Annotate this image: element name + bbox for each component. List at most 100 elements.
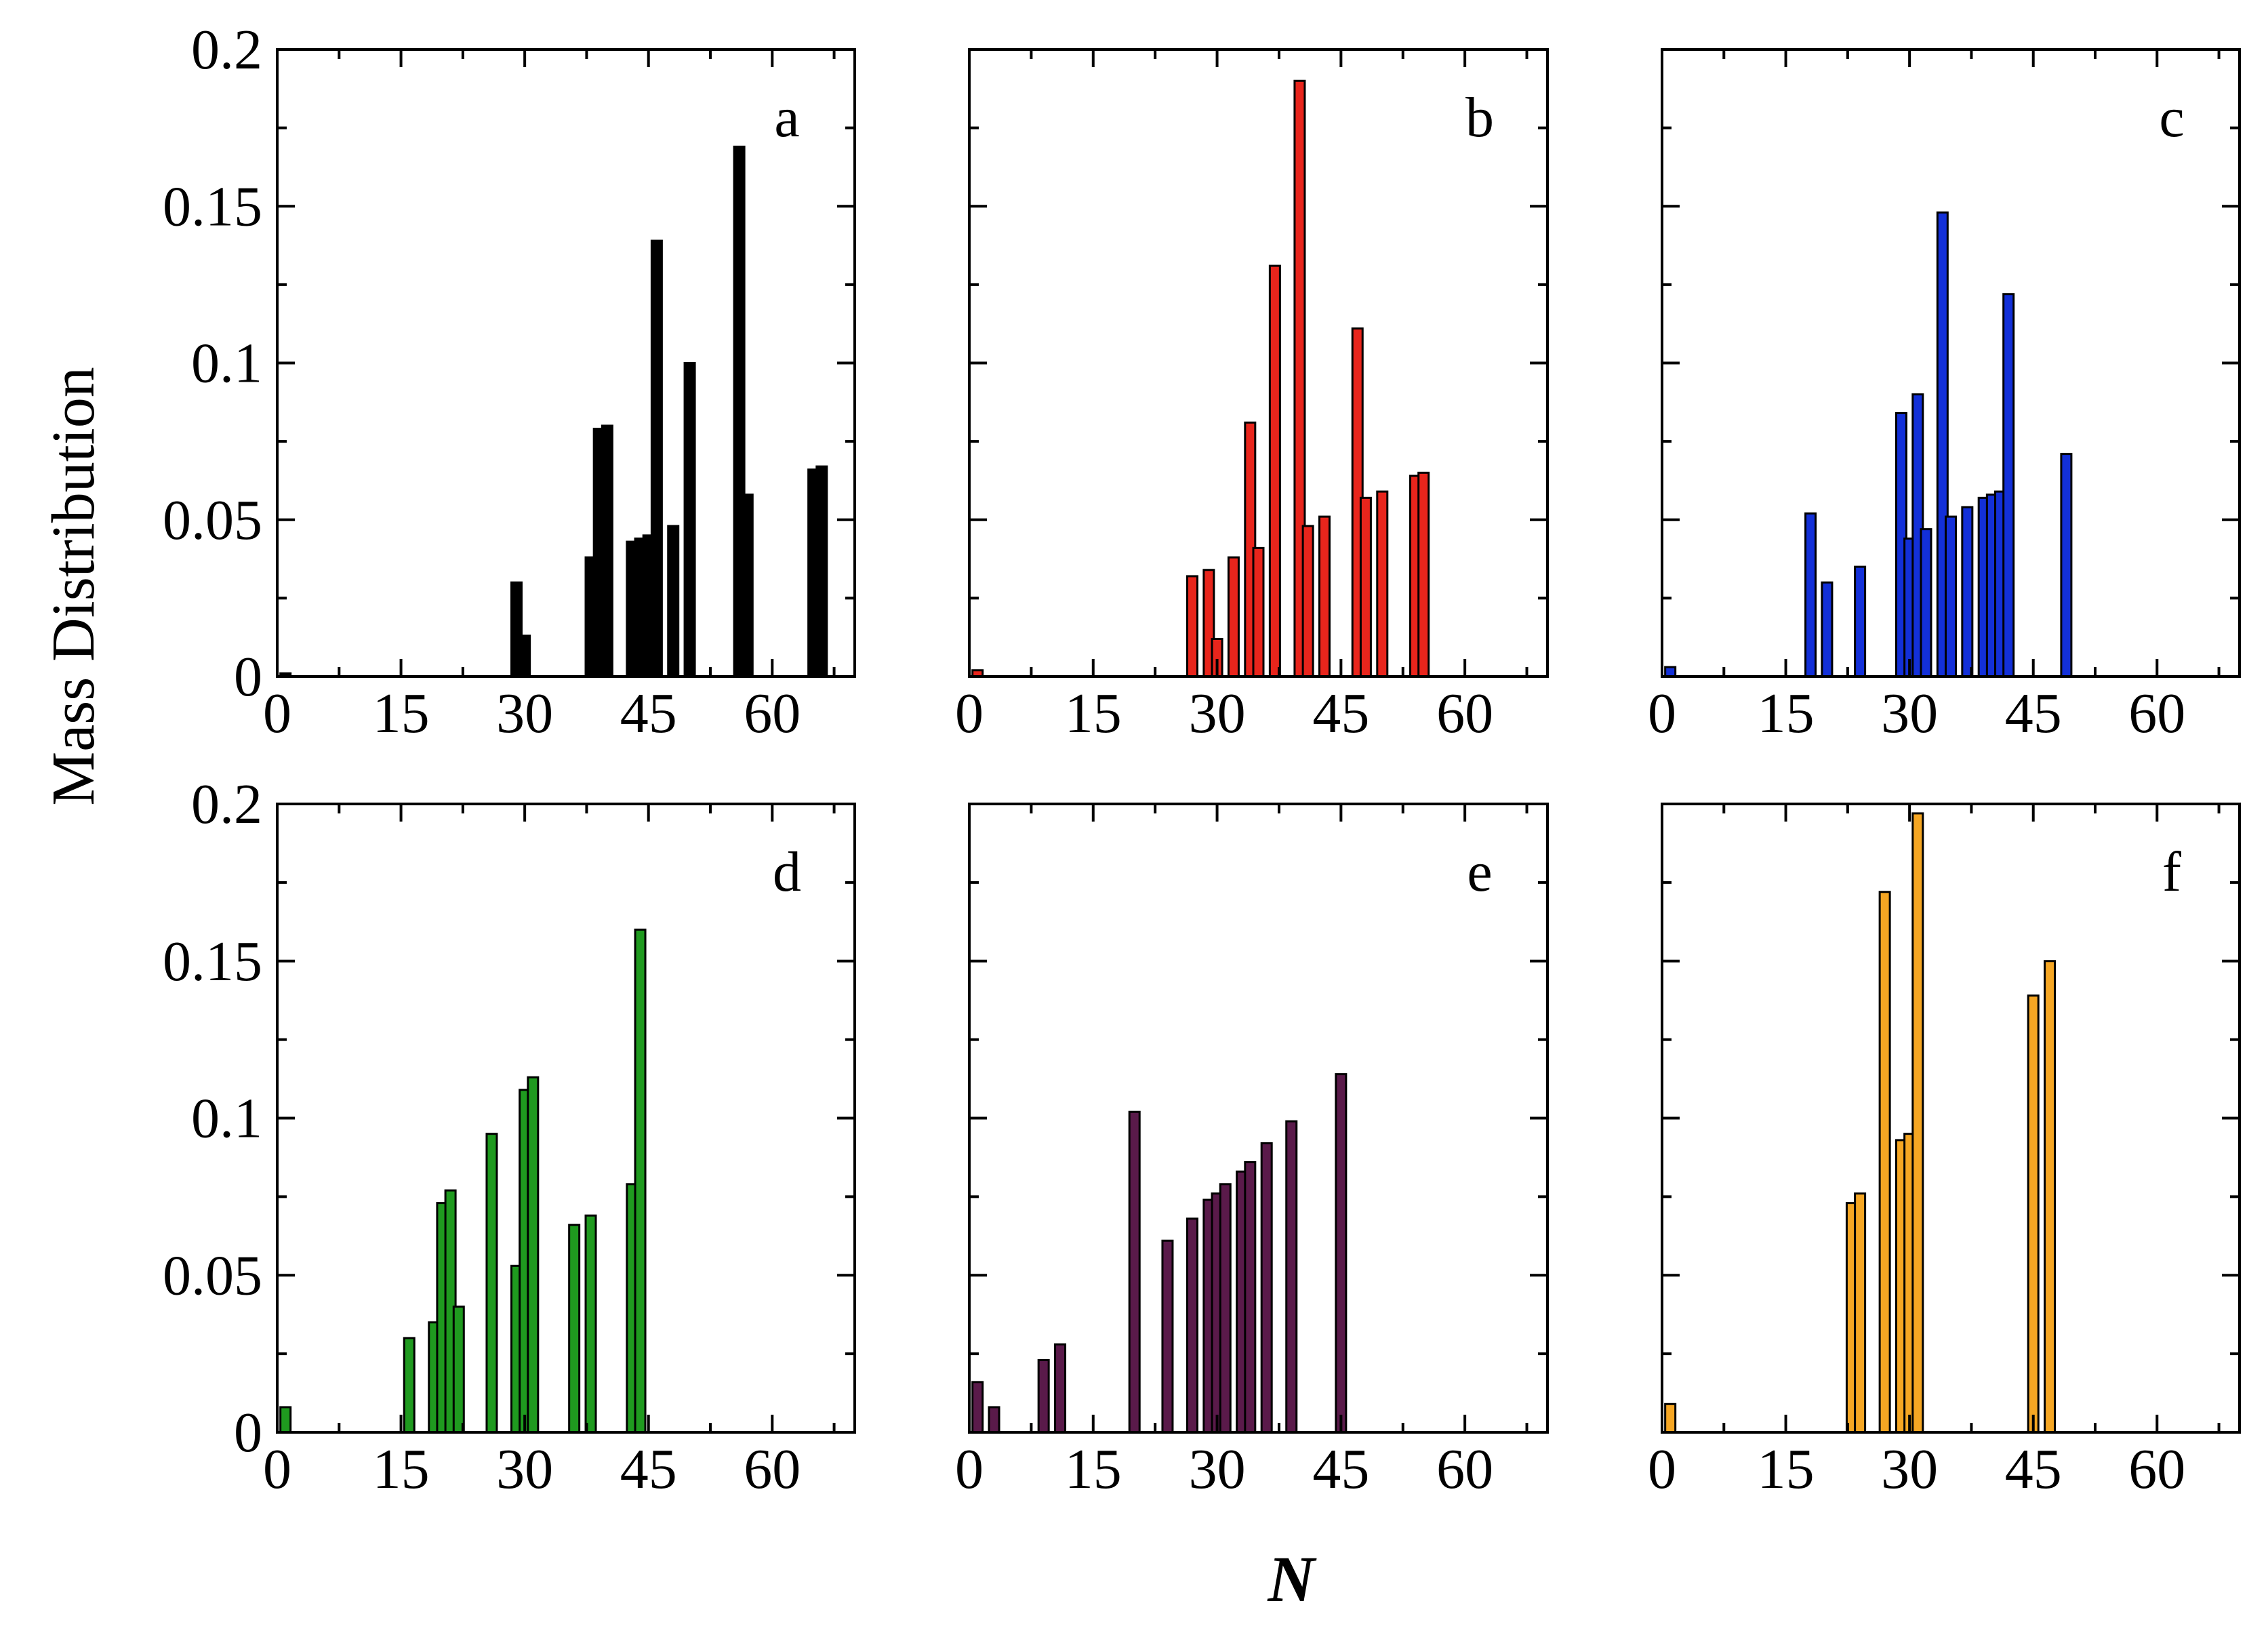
x-tick-label: 15 — [373, 1438, 430, 1501]
bar — [683, 362, 696, 678]
panel-f: 0 15 30 45 60 f — [1648, 803, 2241, 1501]
bar — [1260, 1142, 1273, 1434]
panel-label: e — [1467, 841, 1492, 904]
bar — [584, 1214, 597, 1434]
bar — [1186, 575, 1199, 678]
x-tick-label: 30 — [1189, 1438, 1246, 1501]
x-tick-label: 60 — [744, 1438, 801, 1501]
plot-frame — [1661, 803, 2241, 1434]
x-tick-label: 30 — [1881, 682, 1938, 745]
panel-d: 0 15 30 45 60 0 0.05 0.1 0.15 0.2 d — [163, 773, 856, 1501]
bar — [1244, 1160, 1257, 1434]
x-tick-label: 45 — [2005, 1438, 2062, 1501]
x-tick-label: 45 — [620, 1438, 677, 1501]
x-tick-label: 45 — [1312, 682, 1369, 745]
bar — [1252, 546, 1265, 678]
x-tick-label: 60 — [744, 682, 801, 745]
bar — [601, 424, 613, 678]
x-tick-label: 0 — [263, 682, 291, 745]
bar — [1945, 515, 1957, 678]
x-tick-label: 45 — [620, 682, 677, 745]
y-tick-label: 0.1 — [191, 332, 262, 395]
bar-series-d — [279, 928, 647, 1434]
y-tick-label: 0.15 — [163, 930, 262, 993]
x-tick-label: 30 — [1189, 682, 1246, 745]
bar — [279, 1406, 292, 1434]
bar — [815, 465, 828, 678]
x-tick-label: 15 — [373, 682, 430, 745]
bar — [1186, 1217, 1199, 1434]
x-tick-label: 15 — [1758, 1438, 1815, 1501]
plot-frame — [968, 803, 1549, 1434]
x-tick-label: 45 — [2005, 682, 2062, 745]
bar — [1417, 471, 1430, 678]
y-tick-label: 0.2 — [191, 18, 262, 81]
bar — [2044, 960, 2057, 1434]
x-tick-label: 0 — [955, 682, 984, 745]
bar — [485, 1133, 498, 1434]
bar — [1268, 264, 1281, 678]
panel-c: 0 15 30 45 60 c — [1648, 48, 2241, 745]
plot-frame — [276, 803, 856, 1434]
bar — [971, 1381, 984, 1434]
bar — [1878, 891, 1891, 1434]
x-tick-label: 45 — [1312, 1438, 1369, 1501]
x-tick-label: 30 — [496, 1438, 553, 1501]
x-tick-label: 30 — [1881, 1438, 1938, 1501]
bar — [650, 239, 663, 678]
panel-label: f — [2162, 841, 2181, 904]
y-tick-label: 0.1 — [191, 1087, 262, 1150]
panel-b: 0 15 30 45 60 b — [955, 48, 1549, 745]
x-tick-label: 0 — [1648, 682, 1676, 745]
bar — [667, 525, 680, 678]
bar — [1285, 1120, 1298, 1434]
y-tick-label: 0.2 — [191, 773, 262, 836]
bar — [1318, 515, 1331, 678]
y-tick-label: 0.15 — [163, 175, 262, 238]
bar — [527, 1076, 540, 1434]
bar — [1219, 1183, 1232, 1434]
x-tick-label: 60 — [1436, 682, 1493, 745]
bar — [1920, 528, 1932, 678]
bar — [1359, 496, 1372, 678]
bar — [452, 1306, 465, 1434]
bar — [1054, 1343, 1067, 1434]
x-tick-label: 0 — [955, 1438, 984, 1501]
bar-series-a — [279, 145, 828, 678]
panel-label: a — [774, 86, 799, 149]
bar — [741, 493, 754, 678]
bar — [1227, 556, 1240, 678]
panel-label: d — [773, 841, 801, 904]
bar — [2027, 994, 2040, 1434]
x-tick-label: 60 — [2128, 682, 2185, 745]
bar — [988, 1406, 1000, 1434]
x-tick-label: 0 — [1648, 1438, 1676, 1501]
x-tick-label: 60 — [1436, 1438, 1493, 1501]
bar — [568, 1224, 581, 1434]
bar — [1821, 581, 1834, 678]
bar — [2060, 453, 2073, 678]
plot-frame — [276, 48, 856, 678]
bar — [1301, 525, 1314, 678]
bar — [1664, 1402, 1677, 1434]
y-tick-label: 0.05 — [163, 1244, 262, 1307]
bar — [1664, 666, 1677, 678]
bar — [1128, 1110, 1141, 1434]
panel-label: b — [1465, 86, 1494, 149]
x-tick-label: 60 — [2128, 1438, 2185, 1501]
bar-series-f — [1664, 812, 2057, 1434]
bar — [2002, 293, 2015, 678]
bar — [1804, 512, 1817, 678]
bar-series-b — [971, 79, 1430, 678]
y-tick-label: 0 — [234, 645, 262, 708]
x-tick-label: 15 — [1065, 1438, 1122, 1501]
panel-e: 0 15 30 45 60 e — [955, 803, 1549, 1501]
bar — [1854, 565, 1867, 678]
bar-series-e — [971, 1073, 1348, 1434]
panel-a: 0 15 30 45 60 0 0.05 0.1 0.15 0.2 a — [163, 18, 856, 745]
x-axis-title: N — [1267, 1543, 1317, 1615]
bar — [634, 928, 647, 1434]
x-tick-label: 15 — [1065, 682, 1122, 745]
y-tick-label: 0 — [234, 1401, 262, 1464]
